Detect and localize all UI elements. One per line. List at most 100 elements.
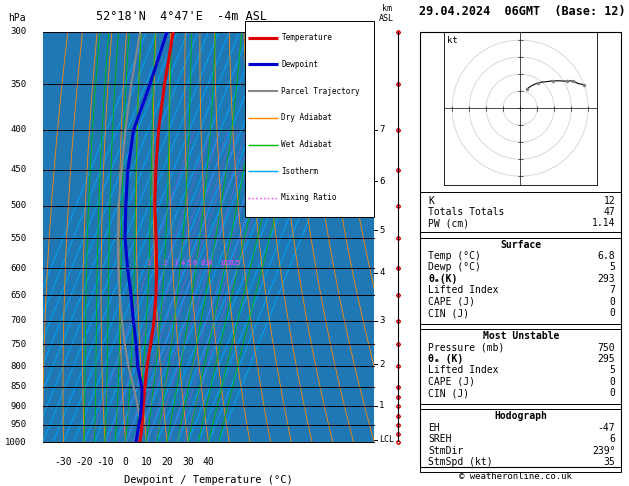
Text: 0: 0 (610, 388, 615, 399)
Text: 30: 30 (182, 457, 194, 467)
Text: 4: 4 (379, 268, 384, 277)
Text: CAPE (J): CAPE (J) (428, 377, 476, 387)
Text: Mixing Ratio: Mixing Ratio (281, 193, 337, 202)
Text: 5: 5 (610, 365, 615, 376)
Text: 1000: 1000 (4, 438, 26, 447)
Text: LCL: LCL (379, 435, 394, 444)
Text: K: K (428, 195, 434, 206)
Text: 0: 0 (610, 377, 615, 387)
Text: 16: 16 (219, 260, 227, 266)
Text: Temperature: Temperature (281, 33, 332, 42)
Text: EH: EH (428, 423, 440, 433)
Text: 5: 5 (379, 226, 384, 235)
Text: 10: 10 (140, 457, 152, 467)
Text: 6: 6 (192, 260, 196, 266)
Text: 12: 12 (604, 195, 615, 206)
Text: Temp (°C): Temp (°C) (428, 251, 481, 261)
Text: StmDir: StmDir (428, 446, 464, 455)
Text: -30: -30 (55, 457, 72, 467)
Text: Wet Adiabat: Wet Adiabat (281, 140, 332, 149)
Text: 8: 8 (200, 260, 204, 266)
Text: Dry Adiabat: Dry Adiabat (281, 113, 332, 122)
Text: Totals Totals: Totals Totals (428, 207, 504, 217)
Text: Hodograph: Hodograph (494, 411, 547, 421)
Text: 550: 550 (10, 234, 26, 243)
Text: 20: 20 (226, 260, 234, 266)
Text: 300: 300 (10, 27, 26, 36)
Text: 40: 40 (203, 457, 214, 467)
Text: Temperature: Temperature (281, 33, 332, 42)
Text: 4: 4 (181, 260, 185, 266)
Text: SREH: SREH (428, 434, 452, 444)
Bar (420, 238, 621, 324)
Text: CIN (J): CIN (J) (428, 308, 469, 318)
Text: -47: -47 (598, 423, 615, 433)
Text: 450: 450 (10, 165, 26, 174)
Text: 295: 295 (598, 354, 615, 364)
Text: Most Unstable: Most Unstable (482, 331, 559, 341)
Text: 25: 25 (233, 260, 242, 266)
Text: 5: 5 (610, 262, 615, 273)
Text: 29.04.2024  06GMT  (Base: 12): 29.04.2024 06GMT (Base: 12) (419, 5, 625, 18)
Text: -10: -10 (96, 457, 114, 467)
Text: Dewpoint / Temperature (°C): Dewpoint / Temperature (°C) (124, 475, 293, 485)
Text: Pressure (mb): Pressure (mb) (428, 343, 504, 352)
Text: Isotherm: Isotherm (281, 167, 318, 176)
Text: 2: 2 (379, 360, 384, 368)
Text: PW (cm): PW (cm) (428, 218, 469, 228)
Text: 600: 600 (10, 263, 26, 273)
Text: 0: 0 (610, 308, 615, 318)
Text: CAPE (J): CAPE (J) (428, 297, 476, 307)
Text: 3: 3 (173, 260, 177, 266)
Text: Wet Adiabat: Wet Adiabat (281, 140, 332, 149)
Text: 650: 650 (10, 291, 26, 300)
Text: 700: 700 (10, 316, 26, 325)
Text: kt: kt (447, 36, 457, 45)
Text: 950: 950 (10, 420, 26, 429)
Text: 35: 35 (604, 457, 615, 467)
Bar (420, 192, 621, 232)
Text: 3: 3 (379, 316, 384, 325)
Text: 6: 6 (610, 434, 615, 444)
Text: CIN (J): CIN (J) (428, 388, 469, 399)
Text: 239°: 239° (592, 446, 615, 455)
Text: Parcel Trajectory: Parcel Trajectory (281, 87, 360, 96)
Bar (420, 409, 621, 472)
Bar (420, 330, 621, 404)
Text: 20: 20 (161, 457, 173, 467)
Text: 293: 293 (598, 274, 615, 284)
Text: Dewpoint: Dewpoint (281, 60, 318, 69)
Text: θₑ (K): θₑ (K) (428, 354, 464, 364)
Text: θₑ(K): θₑ(K) (428, 274, 458, 284)
Text: 1: 1 (146, 260, 150, 266)
Text: 1.14: 1.14 (592, 218, 615, 228)
Text: Dewpoint: Dewpoint (281, 60, 318, 69)
Text: 400: 400 (10, 125, 26, 134)
Text: 350: 350 (10, 80, 26, 88)
Bar (245, 21, 374, 217)
Text: Lifted Index: Lifted Index (428, 365, 499, 376)
Text: Isotherm: Isotherm (281, 167, 318, 176)
Text: Dry Adiabat: Dry Adiabat (281, 113, 332, 122)
Text: © weatheronline.co.uk: © weatheronline.co.uk (459, 472, 572, 481)
Text: 1: 1 (379, 401, 384, 410)
Text: 6.8: 6.8 (598, 251, 615, 261)
Bar (43, 32, 374, 442)
Text: 2: 2 (163, 260, 167, 266)
Text: 750: 750 (10, 340, 26, 348)
Text: 5: 5 (187, 260, 191, 266)
Text: 800: 800 (10, 362, 26, 371)
Text: 900: 900 (10, 402, 26, 411)
Text: 850: 850 (10, 382, 26, 391)
Text: 47: 47 (604, 207, 615, 217)
Text: 750: 750 (598, 343, 615, 352)
Text: 500: 500 (10, 201, 26, 210)
Text: km
ASL: km ASL (379, 4, 394, 23)
Text: Mixing Ratio: Mixing Ratio (281, 193, 337, 202)
Text: 52°18'N  4°47'E  -4m ASL: 52°18'N 4°47'E -4m ASL (96, 10, 267, 23)
Text: 7: 7 (610, 285, 615, 295)
Text: 10: 10 (204, 260, 213, 266)
Text: 0: 0 (610, 297, 615, 307)
Text: Dewp (°C): Dewp (°C) (428, 262, 481, 273)
Text: Parcel Trajectory: Parcel Trajectory (281, 87, 360, 96)
